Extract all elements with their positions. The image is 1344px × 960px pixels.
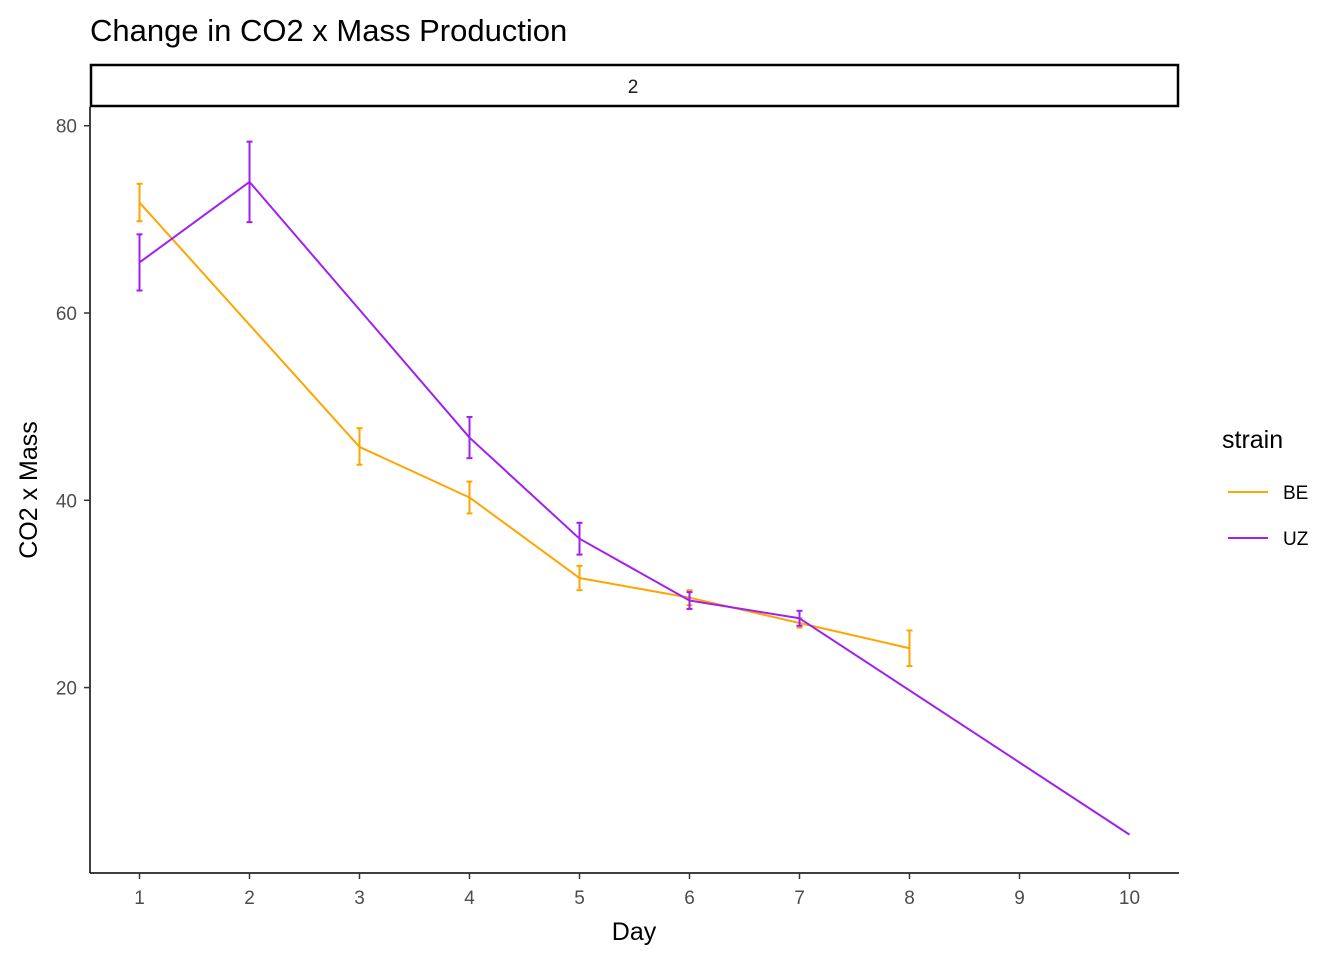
legend-items: BE UZ — [1228, 483, 1309, 550]
facet-strip-box — [89, 63, 1180, 108]
x-tick-label: 4 — [464, 888, 475, 909]
series-be — [136, 182, 913, 668]
facet-strip-label: 2 — [628, 77, 639, 98]
error-bar-be — [356, 427, 363, 466]
y-tick-label: 20 — [56, 679, 77, 700]
legend-label: BE — [1283, 483, 1308, 504]
error-bar-uz — [796, 609, 803, 627]
legend-item-be: BE — [1228, 483, 1308, 504]
error-bar-be — [576, 564, 583, 592]
y-axis-title: CO2 x Mass — [15, 421, 43, 559]
x-tick-label: 6 — [684, 888, 695, 909]
error-bar-uz — [246, 140, 253, 224]
x-tick-label: 5 — [574, 888, 585, 909]
x-ticks: 1 2 3 4 5 6 7 8 9 10 — [134, 873, 1140, 909]
legend-label: UZ — [1283, 529, 1309, 550]
series-uz — [136, 140, 1131, 836]
series-line-be — [138, 201, 910, 650]
error-bar-be — [466, 480, 473, 515]
error-bar-uz — [466, 415, 473, 460]
y-tick-label: 60 — [56, 304, 77, 325]
chart-title: Change in CO2 x Mass Production — [90, 13, 567, 48]
error-bar-be — [136, 182, 143, 223]
x-tick-label: 7 — [794, 888, 805, 909]
x-axis-title: Day — [612, 918, 657, 946]
series-line-uz — [138, 180, 1131, 836]
y-tick-label: 40 — [56, 491, 77, 512]
plot-series — [136, 140, 1131, 836]
error-bar-uz — [136, 233, 143, 292]
x-tick-label: 2 — [244, 888, 255, 909]
error-bar-uz — [576, 521, 583, 556]
legend: strain BE UZ — [1222, 426, 1309, 550]
axes — [89, 107, 1179, 874]
x-tick-label: 8 — [904, 888, 915, 909]
x-tick-label: 10 — [1119, 888, 1140, 909]
y-tick-label: 80 — [56, 117, 77, 138]
error-bar-be — [906, 629, 913, 668]
x-tick-label: 9 — [1014, 888, 1025, 909]
legend-item-uz: UZ — [1228, 529, 1309, 550]
y-ticks: 20 40 60 80 — [56, 117, 90, 700]
legend-title: strain — [1222, 426, 1283, 454]
error-bar-uz — [686, 591, 693, 610]
facet-strip: 2 — [89, 63, 1180, 108]
x-tick-label: 3 — [354, 888, 365, 909]
x-tick-label: 1 — [134, 888, 145, 909]
